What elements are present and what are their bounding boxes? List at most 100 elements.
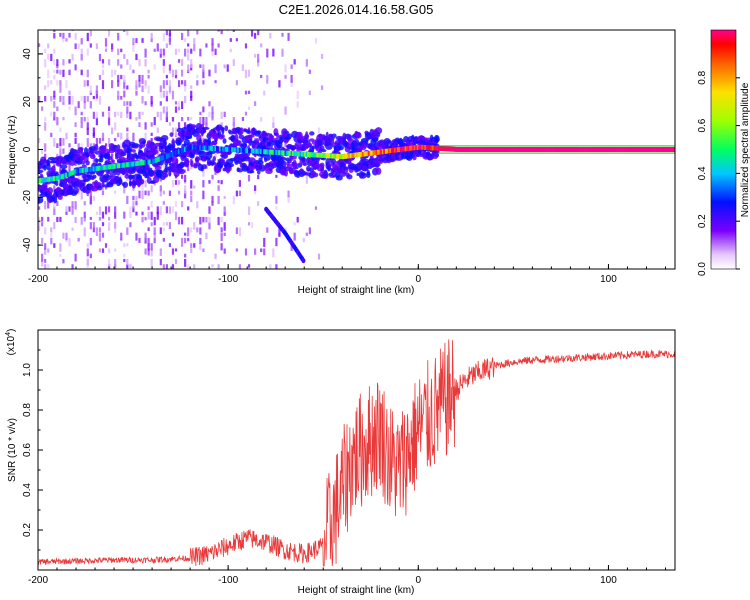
spectrogram-noise-cell xyxy=(47,264,50,269)
spectrogram-trace-cell xyxy=(275,149,278,155)
spectrogram-trace-cell xyxy=(418,144,421,150)
spectrogram-noise-cell xyxy=(165,264,168,269)
spectrogram-noise-cell xyxy=(202,190,205,200)
spectrogram-trace-cell xyxy=(588,147,591,152)
spectrogram-trace-cell xyxy=(574,147,577,152)
spectrogram-noise-cell xyxy=(293,222,296,226)
spectrogram-spread-cell xyxy=(279,159,287,168)
spectrogram-noise-cell xyxy=(147,190,150,196)
spectrogram-noise-cell xyxy=(162,80,165,89)
spectrogram-trace-cell xyxy=(95,166,98,172)
spectrogram-noise-cell xyxy=(153,216,156,226)
spectrogram-noise-cell xyxy=(272,48,275,57)
spectrogram-noise-cell xyxy=(165,90,168,97)
spectrogram-noise-cell xyxy=(205,116,208,126)
spectrogram-noise-cell xyxy=(101,211,105,219)
spectrogram-trace-cell xyxy=(358,152,361,158)
spectrogram-trace-cell xyxy=(495,147,498,152)
spectrogram-trace-cell xyxy=(530,147,533,152)
spectrogram-trace-cell xyxy=(529,147,532,152)
spectrogram-noise-cell xyxy=(241,64,245,72)
spectrogram-spread-cell xyxy=(276,132,280,139)
spectrogram-trace-cell xyxy=(171,151,174,157)
spectrogram-trace-cell xyxy=(66,171,69,177)
spectrogram-noise-cell xyxy=(214,253,217,259)
spectrogram-trace-cell xyxy=(331,153,334,159)
spectrogram-trace-cell xyxy=(168,152,171,158)
spectrogram-noise-cell xyxy=(177,59,181,63)
spectrogram-trace-cell xyxy=(371,150,373,156)
spectrogram-spread-cell xyxy=(43,164,47,171)
spectrogram-spread-cell xyxy=(320,166,325,173)
spectrogram-trace-cell xyxy=(240,147,243,153)
spectrogram-spread-cell xyxy=(160,134,169,141)
spectrogram-noise-cell xyxy=(184,253,187,258)
spectrogram-trace-cell xyxy=(355,152,358,158)
spectrogram-noise-cell xyxy=(177,132,181,141)
spectrogram-noise-cell xyxy=(159,48,162,55)
spectrogram-trace-cell xyxy=(104,164,107,170)
spectrogram-noise-cell xyxy=(208,216,211,224)
spectrogram-noise-cell xyxy=(126,30,129,36)
spectrogram-trace-cell xyxy=(279,150,282,156)
spectrogram-trace-cell xyxy=(609,147,612,152)
spectrogram-spread-cell xyxy=(190,160,194,168)
spectrogram-trace-cell xyxy=(517,147,519,152)
spectrogram-trace-cell xyxy=(666,147,669,152)
spectrogram-noise-cell xyxy=(168,222,172,230)
spectrogram-trace-cell xyxy=(427,145,430,151)
spectrogram-noise-cell xyxy=(74,122,77,128)
spectrogram-noise-cell xyxy=(190,227,193,233)
spectrogram-trace-cell xyxy=(139,160,142,166)
spectrogram-spread-cell xyxy=(154,146,158,150)
spectrogram-noise-cell xyxy=(190,180,193,189)
spectrogram-noise-cell xyxy=(86,258,89,266)
spectrogram-spread-cell xyxy=(343,166,349,170)
spectrogram-noise-cell xyxy=(199,216,202,225)
spectrogram-noise-cell xyxy=(126,59,129,65)
spectrogram-noise-cell xyxy=(95,227,99,236)
spectrogram-noise-cell xyxy=(62,258,65,264)
spectrogram-noise-cell xyxy=(159,258,162,266)
spectrogram-trace-cell xyxy=(176,149,179,155)
spectrogram-trace-cell xyxy=(635,147,638,152)
spectrogram-noise-cell xyxy=(74,43,77,50)
spectrogram-noise-cell xyxy=(141,111,144,115)
spectrogram-trace-cell xyxy=(638,147,641,152)
spectrogram-noise-cell xyxy=(65,211,68,215)
spectrogram-noise-cell xyxy=(272,116,275,123)
spectrogram-spread-cell xyxy=(169,132,174,137)
spectrogram-spread-cell xyxy=(46,187,54,195)
spectrogram-trace-cell xyxy=(482,147,484,152)
spectrogram-noise-cell xyxy=(171,90,175,100)
spectrogram-noise-cell xyxy=(147,237,150,247)
spectrogram-noise-cell xyxy=(98,216,102,221)
spectrogram-trace-cell xyxy=(296,151,299,157)
spectrogram-noise-cell xyxy=(305,232,308,236)
spectrogram-trace-cell xyxy=(539,147,542,152)
spectrogram-noise-cell xyxy=(56,116,59,126)
spectrogram-trace-cell xyxy=(667,147,670,152)
spectrogram-noise-cell xyxy=(257,53,260,63)
spectrogram-noise-cell xyxy=(111,43,114,50)
spectrogram-trace-cell xyxy=(123,162,125,168)
spectrogram-spread-cell xyxy=(207,137,211,146)
spectrogram-spread-cell xyxy=(288,157,294,161)
spectrogram-noise-cell xyxy=(308,227,311,235)
spectrogram-trace-cell xyxy=(220,146,223,152)
spectrogram-spread-cell xyxy=(434,152,440,158)
spectrogram-noise-cell xyxy=(214,153,217,158)
spectrogram-noise-cell xyxy=(135,85,138,90)
spectrogram-noise-cell xyxy=(165,43,168,48)
spectrogram-trace-cell xyxy=(150,159,153,165)
spectrogram-noise-cell xyxy=(104,143,108,147)
spectrogram-trace-cell xyxy=(389,148,392,154)
spectrogram-noise-cell xyxy=(47,69,50,79)
spectrogram-trace-cell xyxy=(205,145,208,151)
spectrogram-trace-cell xyxy=(422,144,425,150)
spectrogram-noise-cell xyxy=(168,190,172,197)
spectrogram-trace-cell xyxy=(471,147,474,152)
spectrogram-trace-cell xyxy=(42,177,45,183)
spectrogram-noise-cell xyxy=(95,116,99,126)
spectrogram-noise-cell xyxy=(126,264,129,269)
